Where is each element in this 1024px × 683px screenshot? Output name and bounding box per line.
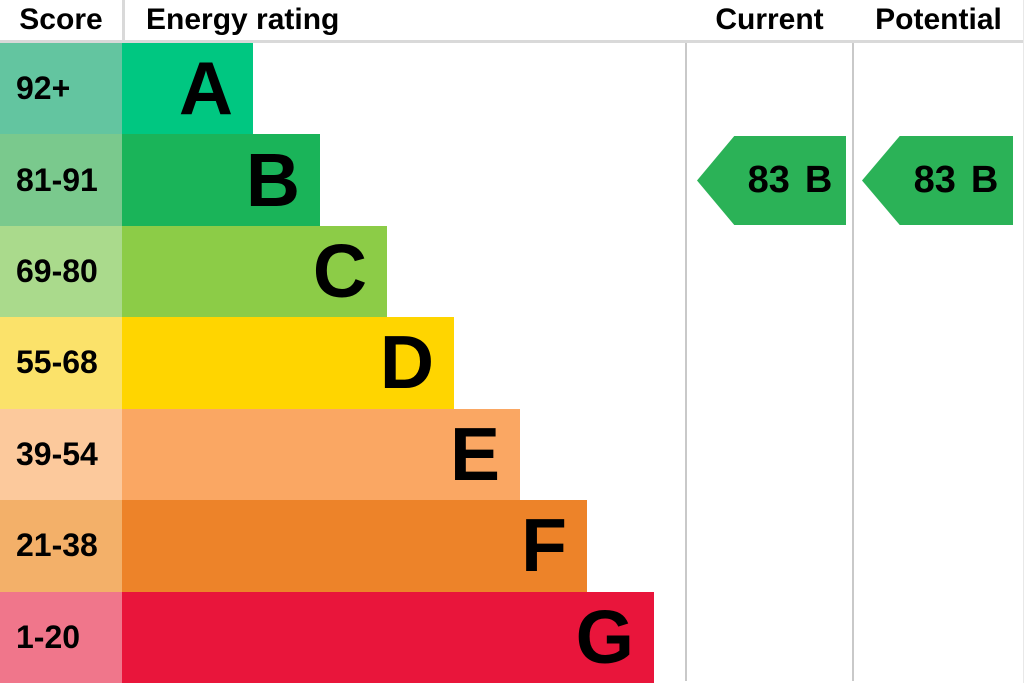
score-range-label: 81-91 <box>0 134 122 226</box>
rating-rows: 92+ A 81-91 B 69-80 C 55-68 D 39-54 E 21… <box>0 43 1023 683</box>
score-range-label: 69-80 <box>0 225 122 318</box>
rating-row-a: 92+ A <box>0 43 1023 135</box>
score-range-label: 39-54 <box>0 408 122 501</box>
current-band-letter: B <box>804 159 833 201</box>
header-score-label: Score <box>19 3 103 36</box>
rating-bar-d: D <box>122 317 454 409</box>
current-column-divider <box>685 0 687 681</box>
potential-band-letter: B <box>970 159 999 201</box>
potential-column-divider <box>852 0 854 681</box>
rating-bar-g: G <box>122 591 654 683</box>
rating-row-b: 81-91 B <box>0 134 1023 226</box>
header-potential-label: Potential <box>875 3 1002 36</box>
rating-bar-b: B <box>122 134 320 226</box>
potential-rating-arrow: 83 B <box>862 136 1013 225</box>
score-range-label: 92+ <box>0 43 122 135</box>
rating-bar-c: C <box>122 225 387 318</box>
header-row: Score Energy rating Current Potential <box>0 0 1023 43</box>
rating-row-c: 69-80 C <box>0 225 1023 318</box>
rating-bar-a: A <box>122 43 253 135</box>
score-range-label: 1-20 <box>0 591 122 683</box>
header-energy-rating-label: Energy rating <box>146 3 340 36</box>
rating-row-f: 21-38 F <box>0 500 1023 592</box>
rating-row-d: 55-68 D <box>0 317 1023 409</box>
rating-row-g: 1-20 G <box>0 591 1023 683</box>
score-range-label: 55-68 <box>0 317 122 409</box>
header-current-label: Current <box>715 3 824 36</box>
current-score-value: 83 <box>747 159 790 201</box>
rating-bar-f: F <box>122 500 587 592</box>
score-range-label: 21-38 <box>0 500 122 592</box>
rating-row-e: 39-54 E <box>0 408 1023 501</box>
rating-bar-e: E <box>122 408 520 501</box>
potential-score-value: 83 <box>913 159 956 201</box>
score-column-divider <box>122 0 125 43</box>
